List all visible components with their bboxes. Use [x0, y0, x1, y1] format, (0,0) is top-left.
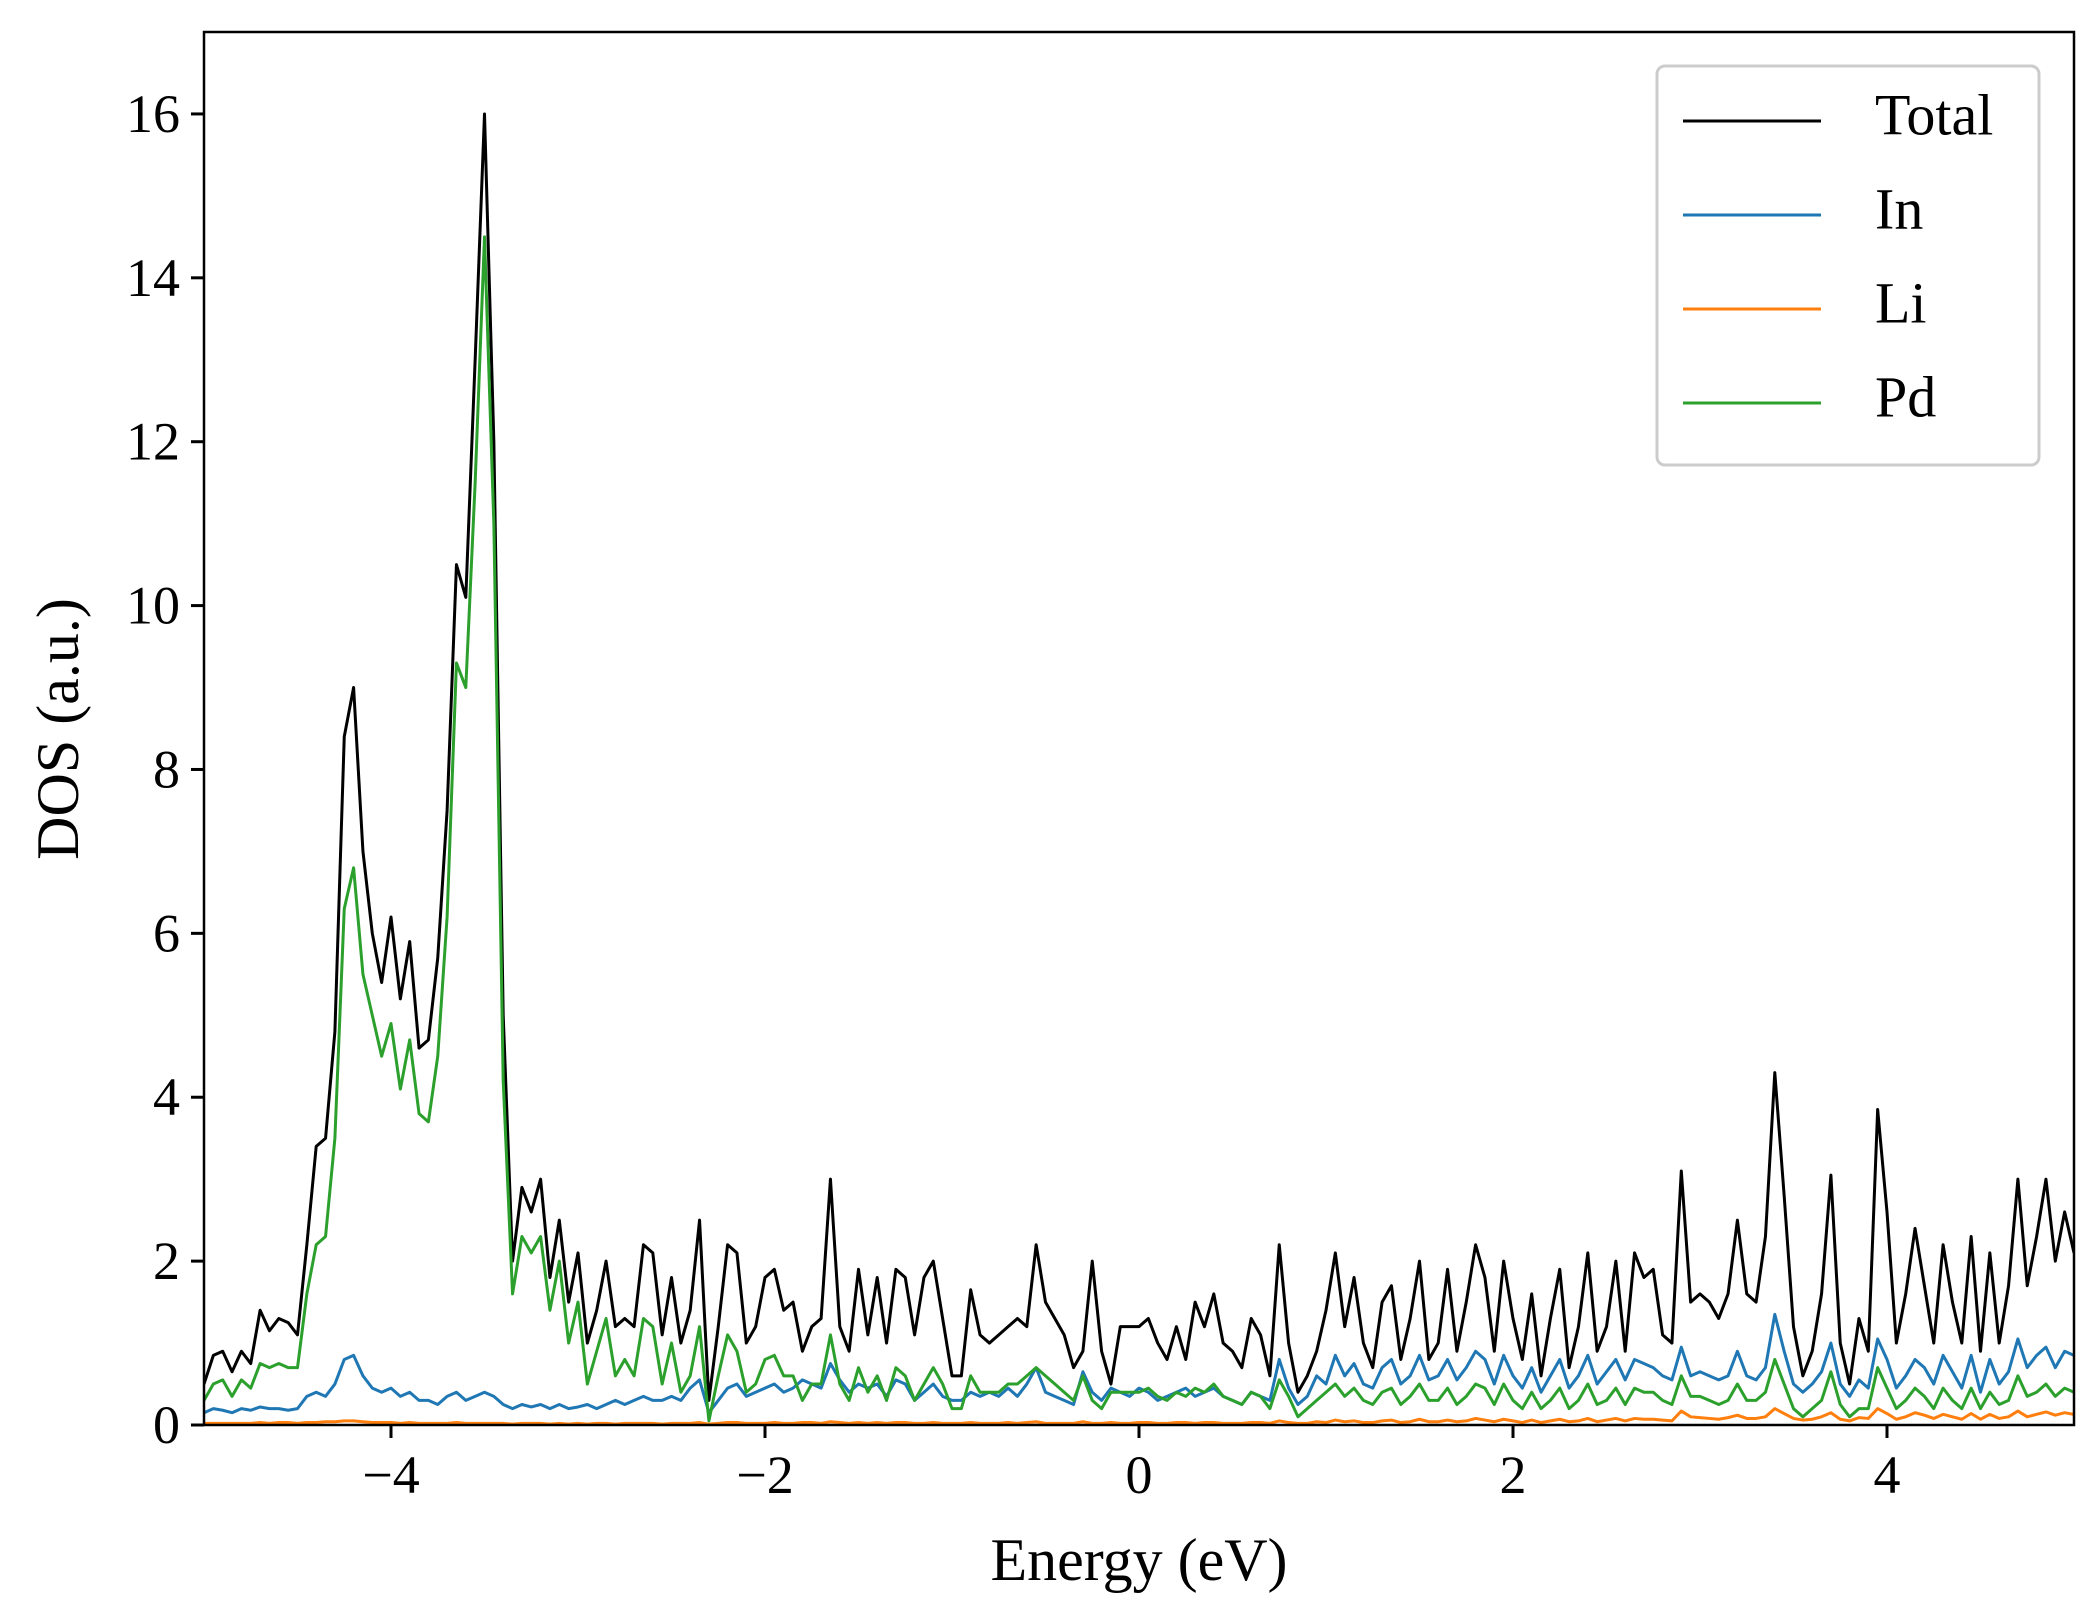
y-tick-label: 12: [126, 412, 180, 472]
y-tick-label: 8: [153, 739, 180, 799]
y-tick-label: 0: [153, 1395, 180, 1455]
legend-box: [1655, 64, 2041, 467]
x-tick-label: 2: [1500, 1445, 1527, 1505]
y-tick-label: 4: [153, 1067, 180, 1127]
x-axis-label: Energy (eV): [990, 1527, 1287, 1593]
legend-label: In: [1875, 176, 1923, 241]
x-tick-label: 4: [1874, 1445, 1901, 1505]
plot-frame: [202, 30, 2076, 1427]
legend-label: Li: [1875, 270, 1927, 335]
y-tick-label: 2: [153, 1231, 180, 1291]
y-tick-label: 14: [126, 248, 180, 308]
y-axis-label: DOS (a.u.): [25, 598, 91, 860]
legend-label: Total: [1875, 82, 1993, 147]
series-line: [204, 1312, 2074, 1415]
x-tick-label: −4: [362, 1445, 419, 1505]
series-line: [204, 235, 2074, 1423]
series-line: [204, 112, 2074, 1402]
y-tick-label: 6: [153, 903, 180, 963]
y-tick-label: 10: [126, 576, 180, 636]
x-tick-label: 0: [1126, 1445, 1153, 1505]
y-tick-label: 16: [126, 84, 180, 144]
legend-label: Pd: [1875, 364, 1936, 429]
x-tick-label: −2: [736, 1445, 793, 1505]
